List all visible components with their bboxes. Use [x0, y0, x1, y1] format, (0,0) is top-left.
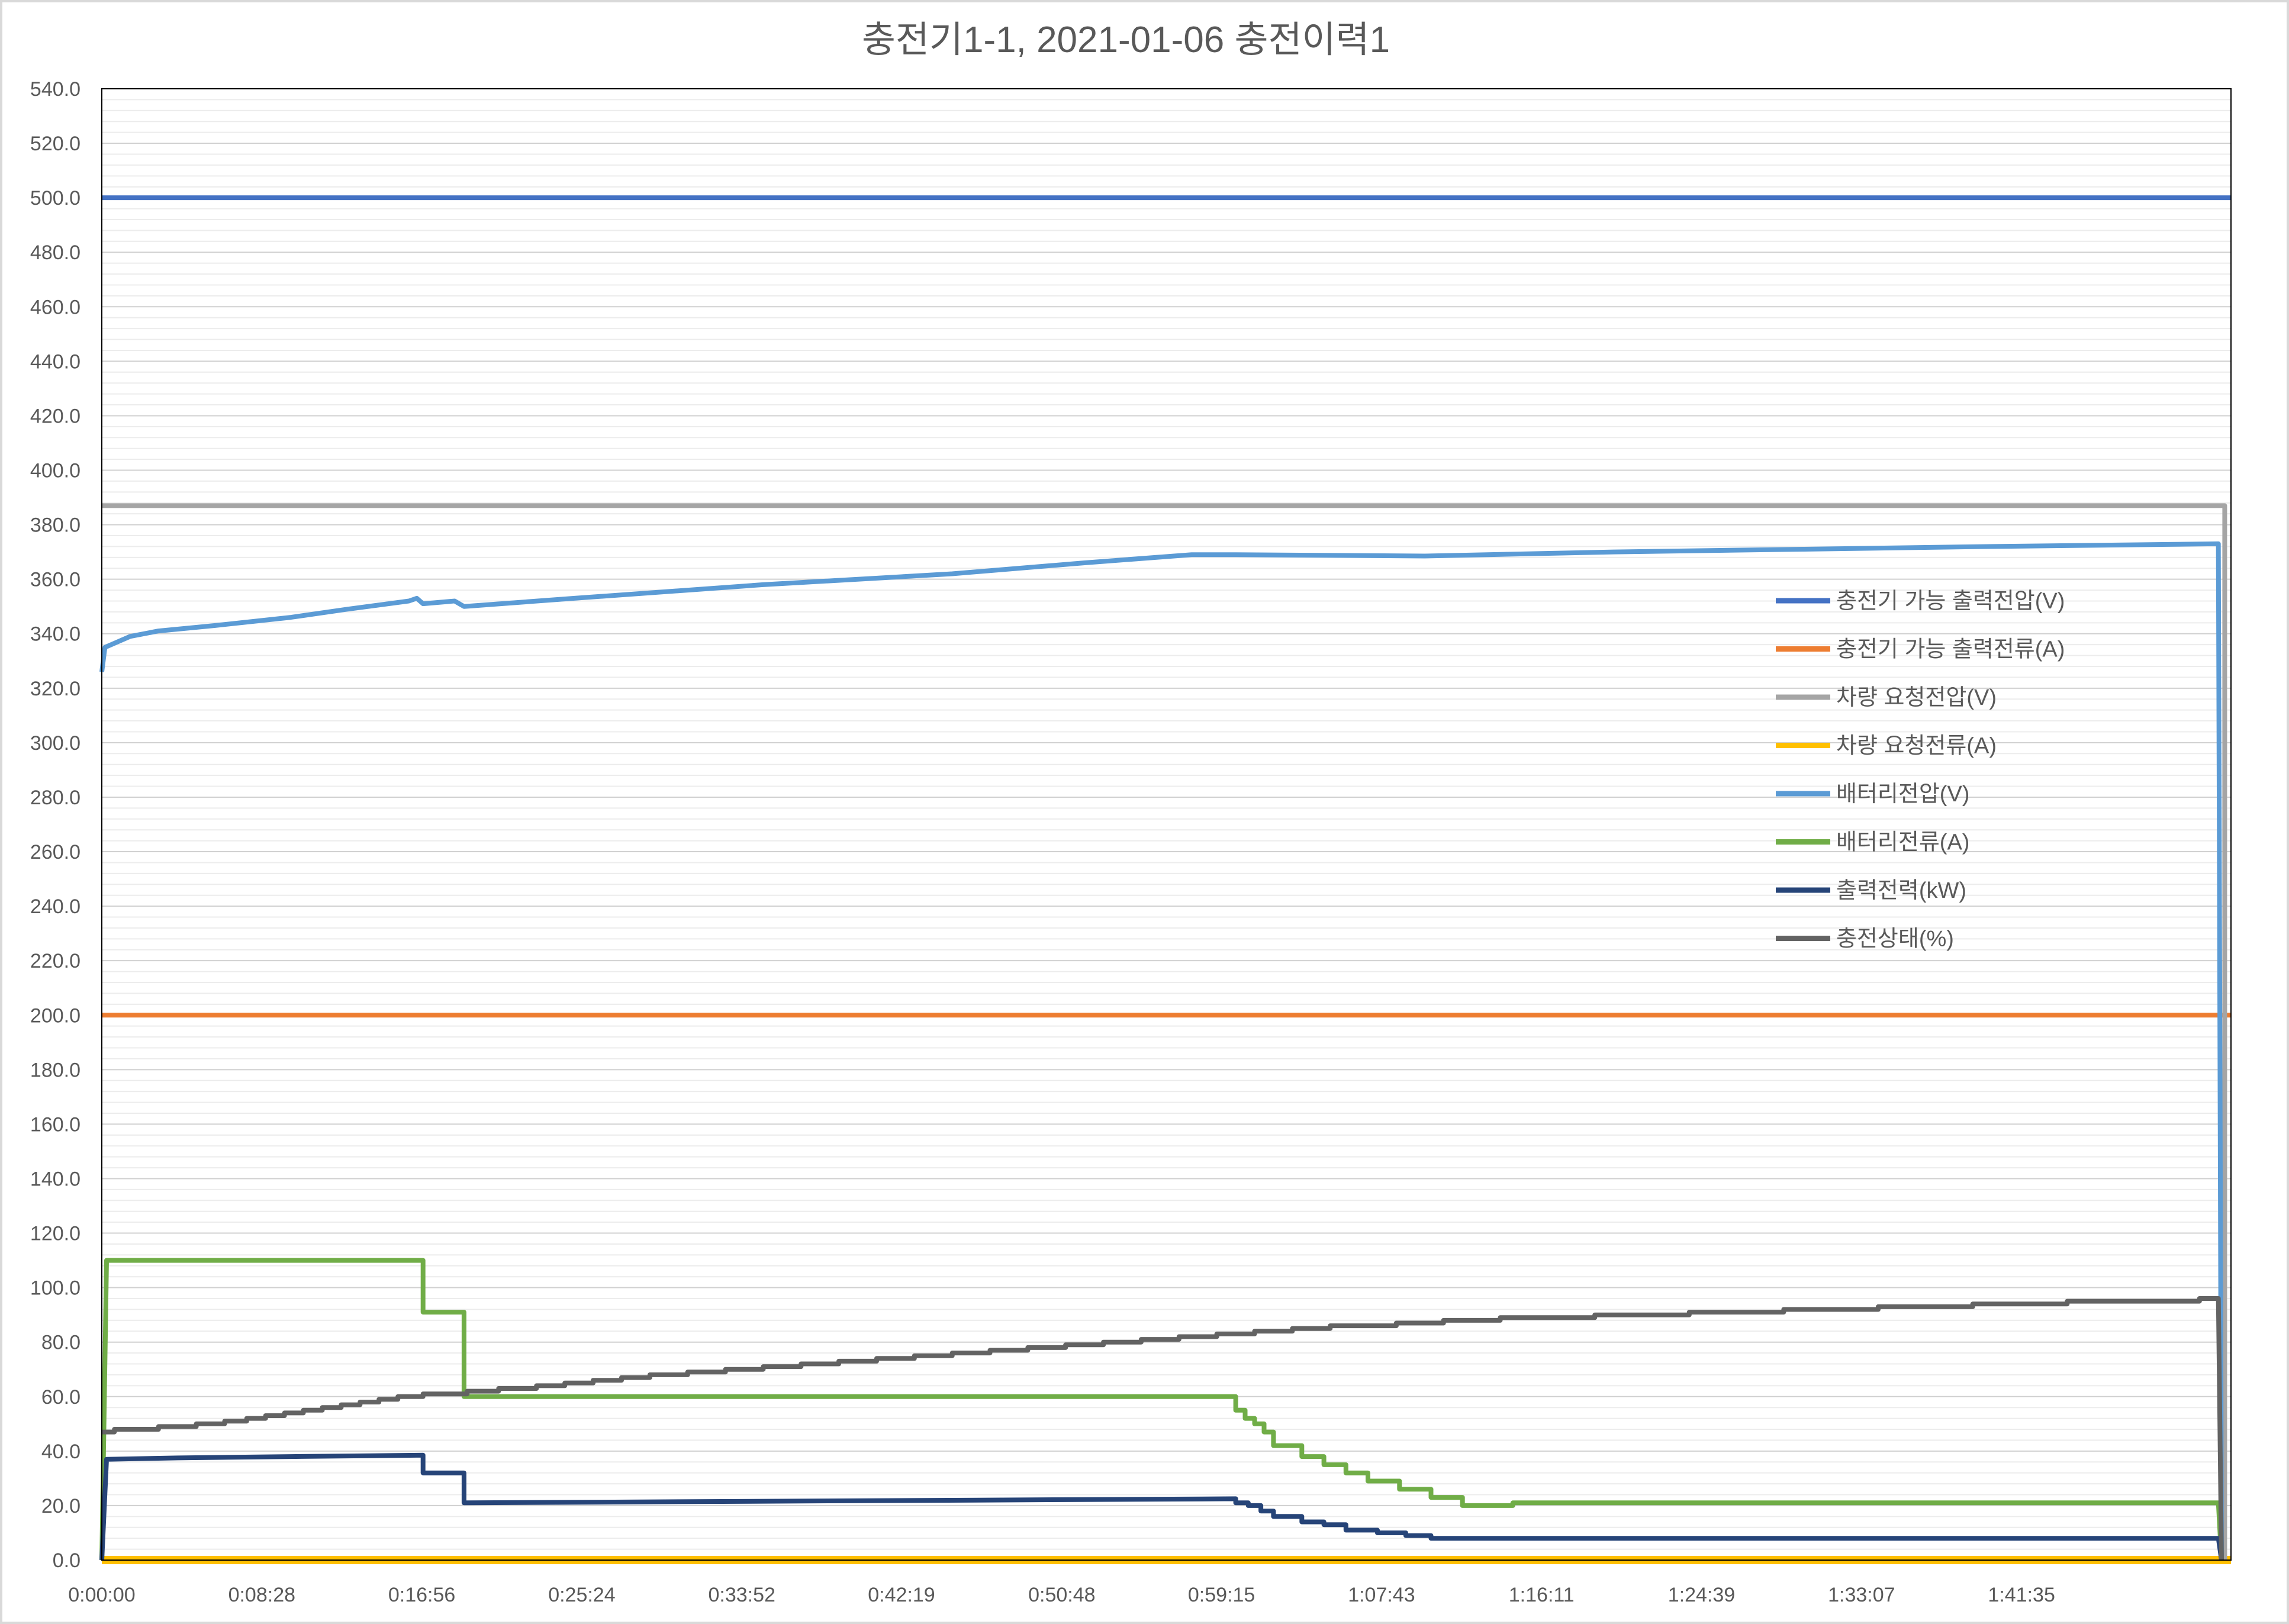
x-tick-label: 0:33:52 [709, 1584, 775, 1606]
x-tick-label: 1:41:35 [1988, 1584, 2055, 1606]
minor-gridlines [102, 99, 2231, 1550]
y-tick-label: 460.0 [30, 296, 81, 318]
legend-label: 차량 요청전류(A) [1836, 734, 1997, 759]
series-line [102, 1296, 2224, 1561]
y-tick-label: 120.0 [30, 1223, 81, 1245]
y-tick-label: 200.0 [30, 1004, 81, 1027]
x-tick-label: 1:07:43 [1348, 1584, 1415, 1606]
x-axis-tick-labels: 0:00:00 0:08:28 0:16:56 0:25:24 0:33:52 0:42:… [68, 1584, 2055, 1606]
y-tick-label: 300.0 [30, 732, 81, 755]
y-tick-label: 480.0 [30, 241, 81, 264]
y-tick-label: 260.0 [30, 841, 81, 863]
x-tick-label: 0:00:00 [68, 1584, 135, 1606]
y-axis-tick-labels: 0.0 20.0 40.0 60.0 80.0 100.0 120.0 140.0 160.0 1… [30, 78, 81, 1572]
legend-label: 출력전력(kW) [1836, 878, 1966, 903]
legend: 충전기 가능 출력전압(V) 충전기 가능 출력전류(A) 차량 요청전압(V) 차량… [1776, 589, 2065, 952]
x-tick-label: 0:08:28 [228, 1584, 295, 1606]
x-tick-label: 1:16:11 [1509, 1584, 1575, 1606]
legend-label: 배터리전압(V) [1836, 782, 1969, 807]
plot-area-border [101, 88, 2232, 1561]
y-tick-label: 540.0 [30, 78, 81, 101]
y-tick-label: 400.0 [30, 460, 81, 482]
y-tick-label: 340.0 [30, 623, 81, 646]
y-tick-label: 220.0 [30, 950, 81, 972]
y-tick-label: 0.0 [53, 1549, 81, 1572]
y-tick-label: 320.0 [30, 678, 81, 700]
x-tick-label: 0:25:24 [548, 1584, 615, 1606]
y-tick-label: 240.0 [30, 895, 81, 918]
y-tick-label: 500.0 [30, 187, 81, 210]
y-tick-label: 380.0 [30, 514, 81, 537]
y-tick-label: 140.0 [30, 1168, 81, 1190]
series-line [99, 1452, 2224, 1561]
legend-label: 충전기 가능 출력전압(V) [1836, 589, 2065, 614]
y-tick-label: 280.0 [30, 787, 81, 809]
x-tick-label: 0:16:56 [388, 1584, 455, 1606]
y-tick-label: 360.0 [30, 569, 81, 591]
y-tick-label: 100.0 [30, 1277, 81, 1300]
y-tick-label: 520.0 [30, 133, 81, 155]
y-tick-label: 80.0 [41, 1332, 81, 1354]
legend-label: 충전기 가능 출력전류(A) [1836, 637, 2065, 662]
x-tick-label: 0:42:19 [868, 1584, 935, 1606]
x-tick-label: 1:24:39 [1668, 1584, 1735, 1606]
series-line [102, 503, 2227, 1560]
y-tick-label: 440.0 [30, 350, 81, 373]
y-tick-label: 180.0 [30, 1059, 81, 1081]
y-tick-label: 60.0 [41, 1386, 81, 1409]
y-tick-label: 420.0 [30, 405, 81, 427]
chart-title: 충전기1-1, 2021-01-06 충전이력1 [862, 20, 1390, 60]
legend-label: 충전상태(%) [1836, 927, 1954, 952]
x-tick-label: 0:59:15 [1188, 1584, 1255, 1606]
y-tick-label: 40.0 [41, 1441, 81, 1463]
series-line [99, 541, 2224, 1561]
x-tick-label: 0:50:48 [1028, 1584, 1095, 1606]
y-tick-label: 20.0 [41, 1495, 81, 1517]
legend-label: 배터리전류(A) [1836, 830, 1969, 855]
legend-label: 차량 요청전압(V) [1836, 685, 1997, 710]
series-line [99, 1258, 2224, 1561]
y-tick-label: 160.0 [30, 1113, 81, 1136]
x-tick-label: 1:33:07 [1828, 1584, 1895, 1606]
